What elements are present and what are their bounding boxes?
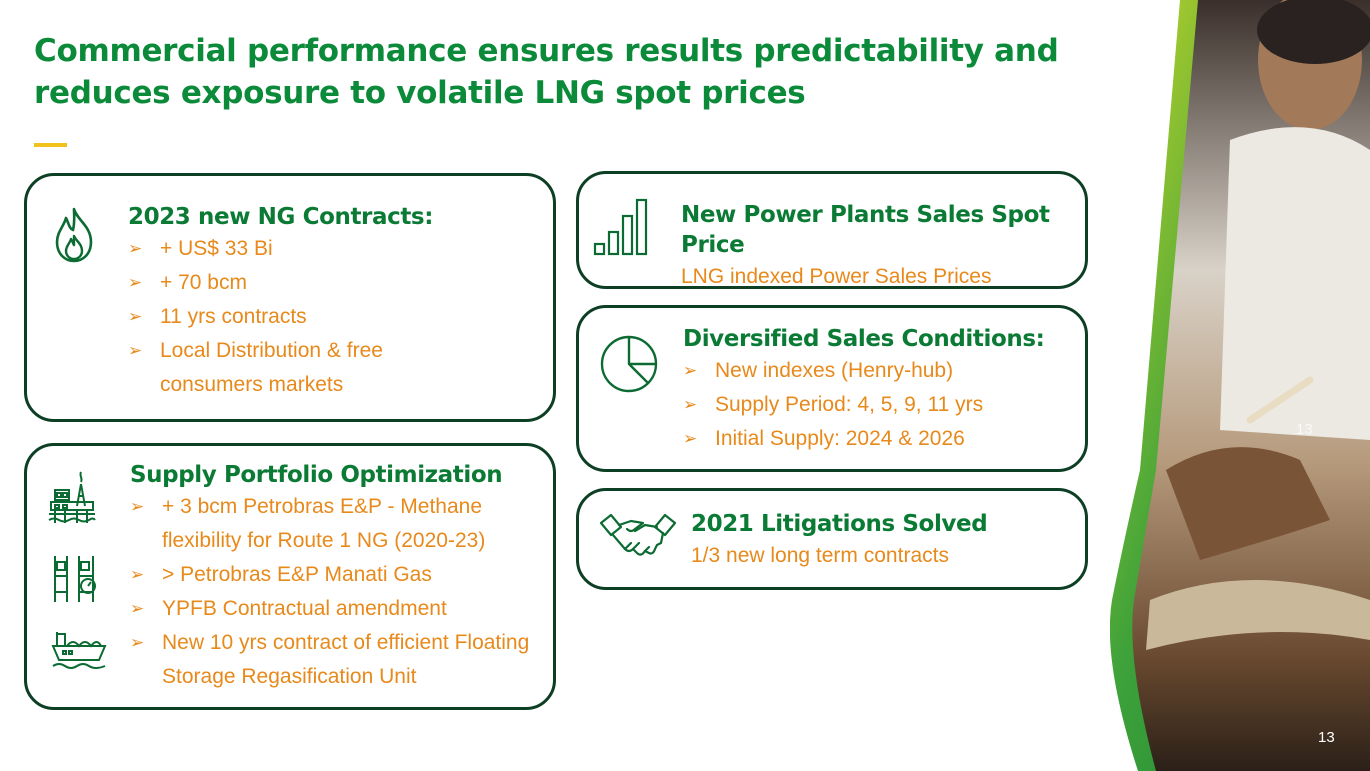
title-underline xyxy=(34,143,67,147)
pie-chart-icon xyxy=(600,335,658,393)
list-item: ➢ Supply Period: 4, 5, 9, 11 yrs xyxy=(683,388,1083,422)
power-card: New Power Plants Sales Spot Price LNG in… xyxy=(576,171,1088,289)
list-item: ➢ > Petrobras E&P Manati Gas xyxy=(130,558,550,592)
bar-chart-icon xyxy=(593,198,648,256)
supply-list: ➢ + 3 bcm Petrobras E&P - Methane flexibi… xyxy=(130,490,550,694)
lng-ship-icon xyxy=(51,632,107,669)
list-item: ➢ Initial Supply: 2024 & 2026 xyxy=(683,422,1083,456)
list-item: ➢ + 3 bcm Petrobras E&P - Methane flexibi… xyxy=(130,490,532,558)
gas-meter-icon xyxy=(54,556,96,602)
handshake-icon xyxy=(599,513,677,556)
diversified-list: ➢ New indexes (Henry-hub) ➢ Supply Period:… xyxy=(683,354,1083,456)
arrow-bullet-icon: ➢ xyxy=(128,341,143,360)
list-item: ➢ Local Distribution & free consumers mar… xyxy=(128,334,450,402)
arrow-bullet-icon: ➢ xyxy=(683,395,698,414)
diversified-card: Diversified Sales Conditions: ➢ New index… xyxy=(576,305,1088,472)
power-heading: New Power Plants Sales Spot Price xyxy=(681,202,1050,258)
list-item: ➢ + US$ 33 Bi xyxy=(128,232,548,266)
diversified-heading: Diversified Sales Conditions: xyxy=(683,326,1045,352)
list-item: ➢ 11 yrs contracts xyxy=(128,300,548,334)
arrow-bullet-icon: ➢ xyxy=(128,273,143,292)
list-item: ➢ New 10 yrs contract of efficient Floati… xyxy=(130,626,542,694)
arrow-bullet-icon: ➢ xyxy=(683,429,698,448)
arrow-bullet-icon: ➢ xyxy=(130,633,145,652)
oil-platform-icon xyxy=(48,471,96,523)
photo-panel xyxy=(1110,0,1370,771)
supply-heading: Supply Portfolio Optimization xyxy=(130,462,503,488)
page-number: 13 xyxy=(1318,729,1335,746)
list-item: ➢ New indexes (Henry-hub) xyxy=(683,354,1083,388)
litigation-subtitle: 1/3 new long term contracts xyxy=(691,544,949,567)
list-item: ➢ + 70 bcm xyxy=(128,266,548,300)
litigation-card: 2021 Litigations Solved 1/3 new long ter… xyxy=(576,488,1088,590)
contracts-card: 2023 new NG Contracts: ➢ + US$ 33 Bi ➢ + 7… xyxy=(24,173,556,422)
supply-card: Supply Portfolio Optimization ➢ + 3 bcm P… xyxy=(24,443,556,710)
contracts-heading: 2023 new NG Contracts: xyxy=(128,204,434,230)
power-subtitle: LNG indexed Power Sales Prices xyxy=(681,265,992,288)
litigation-heading: 2021 Litigations Solved xyxy=(691,511,988,537)
arrow-bullet-icon: ➢ xyxy=(130,565,145,584)
page-number-faint: 13 xyxy=(1296,421,1313,438)
arrow-bullet-icon: ➢ xyxy=(683,361,698,380)
arrow-bullet-icon: ➢ xyxy=(128,239,143,258)
arrow-bullet-icon: ➢ xyxy=(130,599,145,618)
page-title: Commercial performance ensures results p… xyxy=(34,33,1059,111)
arrow-bullet-icon: ➢ xyxy=(130,497,145,516)
contracts-list: ➢ + US$ 33 Bi ➢ + 70 bcm ➢ 11 yrs contracts… xyxy=(128,232,548,402)
list-item: ➢ YPFB Contractual amendment xyxy=(130,592,550,626)
arrow-bullet-icon: ➢ xyxy=(128,307,143,326)
flame-icon xyxy=(55,207,93,263)
